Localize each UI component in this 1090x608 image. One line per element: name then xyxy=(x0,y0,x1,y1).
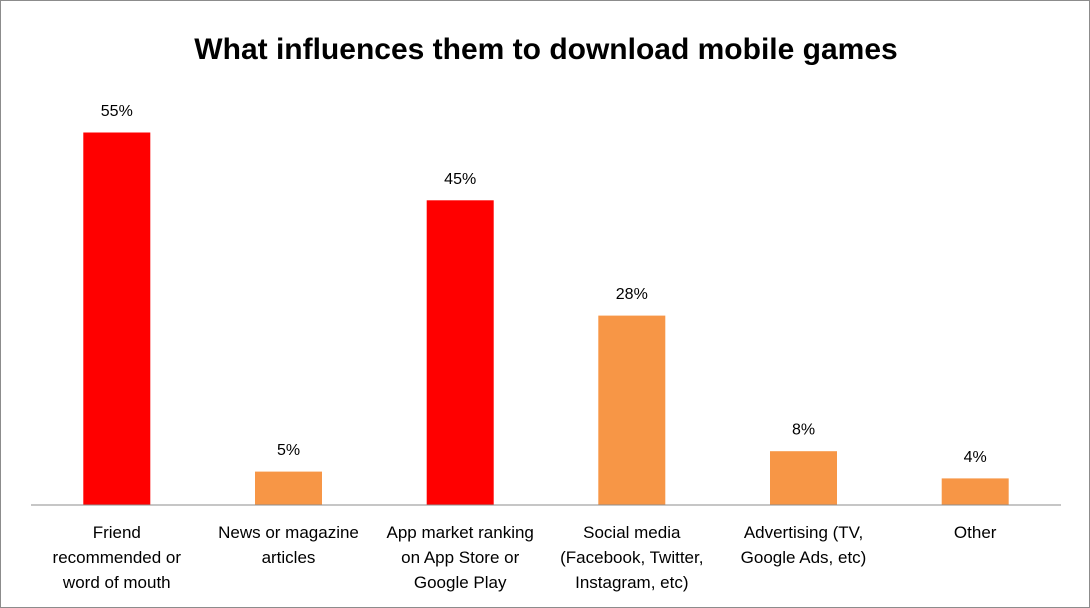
data-label-1: 5% xyxy=(277,442,300,459)
category-label-2: App market ranking on App Store or Google … xyxy=(386,523,533,592)
category-label-line: Friend xyxy=(93,523,141,542)
data-label-2: 45% xyxy=(444,171,476,188)
category-label-line: word of mouth xyxy=(62,573,171,592)
category-label-line: Google Play xyxy=(414,573,507,592)
bars-layer xyxy=(82,131,1010,506)
bar-0 xyxy=(82,131,152,506)
category-label-line: on App Store or xyxy=(401,548,519,567)
bar-3 xyxy=(597,314,667,506)
category-label-1: News or magazine articles xyxy=(218,523,359,567)
category-label-5: Other xyxy=(954,523,997,542)
category-label-0: Friend recommended or word of mouth xyxy=(53,523,182,592)
data-label-0: 55% xyxy=(101,103,133,120)
chart-title: What influences them to download mobile … xyxy=(194,33,897,66)
data-label-4: 8% xyxy=(792,422,815,439)
value-labels-layer: 55% 5% 45% 28% 8% 4% xyxy=(101,103,987,466)
category-label-line: Social media xyxy=(583,523,681,542)
category-label-line: (Facebook, Twitter, xyxy=(560,548,703,567)
bar-1 xyxy=(254,470,323,506)
bar-2 xyxy=(425,199,495,506)
category-label-line: Instagram, etc) xyxy=(575,573,688,592)
category-label-line: News or magazine xyxy=(218,523,359,542)
category-label-3: Social media (Facebook, Twitter, Instagram… xyxy=(560,523,703,592)
data-label-3: 28% xyxy=(616,286,648,303)
category-label-line: Advertising (TV, xyxy=(744,523,863,542)
category-label-4: Advertising (TV, Google Ads, etc) xyxy=(741,523,867,567)
category-label-line: Other xyxy=(954,523,997,542)
category-label-line: recommended or xyxy=(53,548,182,567)
bar-4 xyxy=(769,450,838,506)
category-label-line: App market ranking xyxy=(386,523,533,542)
category-label-line: articles xyxy=(262,548,316,567)
data-label-5: 4% xyxy=(964,449,987,466)
bar-5 xyxy=(940,477,1010,506)
category-label-line: Google Ads, etc) xyxy=(741,548,867,567)
category-labels-layer: Friend recommended or word of mouth News or… xyxy=(53,523,997,592)
